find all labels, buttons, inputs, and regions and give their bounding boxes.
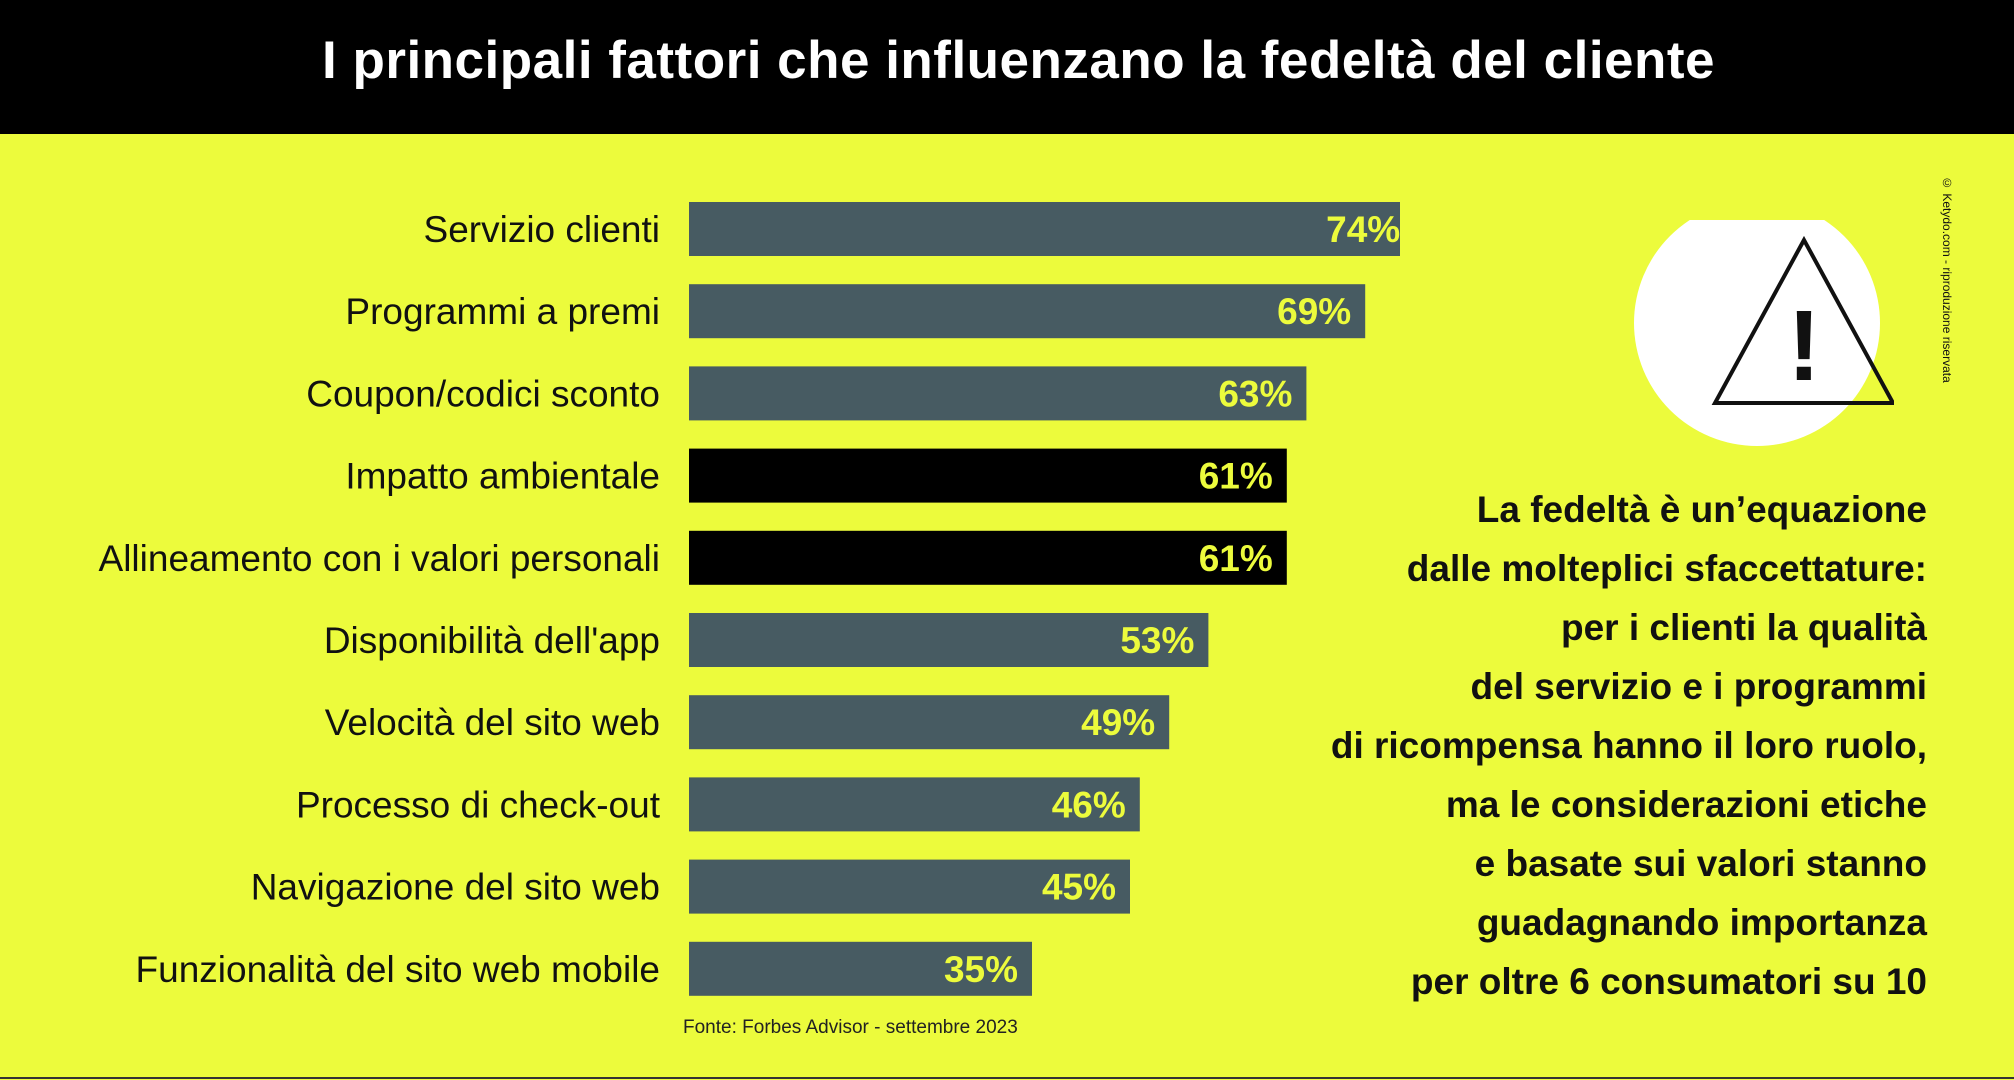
bar (689, 530, 1287, 585)
category-label: Impatto ambientale (345, 456, 660, 497)
bar-value-label: 45% (1042, 867, 1116, 908)
category-label: Allineamento con i valori personali (99, 538, 660, 579)
warning-exclamation: ! (1787, 290, 1820, 402)
bar-value-label: 61% (1199, 538, 1273, 579)
category-label: Programmi a premi (345, 291, 660, 332)
note-line: del servizio e i programmi (1470, 666, 1927, 707)
bar-value-label: 53% (1120, 620, 1194, 661)
category-label: Navigazione del sito web (251, 867, 660, 908)
page-title: I principali fattori che influenzano la … (322, 31, 1716, 90)
warning-circle-background (1634, 220, 1880, 446)
bar-value-label: 35% (944, 949, 1018, 990)
category-label: Processo di check-out (296, 784, 661, 825)
note-line: La fedeltà è un’equazione (1476, 489, 1927, 530)
bar (689, 202, 1400, 256)
warning-triangle (1711, 235, 1894, 405)
copyright-note: © Ketydo.com - riproduzione riservata (1940, 176, 1954, 383)
warning-triangle-icon: ! (1634, 220, 1894, 446)
insight-note: La fedeltà è un’equazione dalle molteplic… (1287, 480, 1927, 1011)
note-line: ma le considerazioni etiche (1445, 784, 1927, 825)
note-line: per oltre 6 consumatori su 10 (1410, 961, 1927, 1002)
bottom-divider (0, 1077, 2014, 1079)
note-line: e basate sui valori stanno (1474, 843, 1927, 884)
category-label: Servizio clienti (424, 209, 660, 250)
bar-chart: Servizio clienti 74% Programmi a premi 69% C… (99, 202, 1400, 996)
bar-value-label: 46% (1052, 784, 1126, 825)
category-label: Funzionalità del sito web mobile (136, 949, 660, 990)
category-label: Velocità del sito web (325, 702, 660, 743)
bar (689, 941, 1032, 996)
bar-value-label: 69% (1277, 291, 1351, 332)
note-line: di ricompensa hanno il loro ruolo, (1330, 725, 1927, 766)
bar-value-label: 74% (1326, 209, 1400, 250)
bar (689, 448, 1287, 503)
bar (689, 859, 1130, 914)
category-label: Coupon/codici sconto (306, 373, 660, 414)
note-line: dalle molteplici sfaccettature: (1406, 548, 1927, 589)
bar (689, 366, 1307, 421)
category-label: Disponibilità dell'app (324, 620, 660, 661)
bar-value-label: 49% (1081, 702, 1155, 743)
header-bar: I principali fattori che influenzano la … (0, 0, 2014, 134)
bar (689, 284, 1366, 339)
bar (689, 777, 1140, 832)
bar-value-label: 61% (1199, 456, 1273, 497)
bar (689, 695, 1170, 750)
bar-value-label: 63% (1218, 373, 1292, 414)
note-line: per i clienti la qualità (1561, 607, 1927, 648)
bar (689, 613, 1209, 667)
source-note: Fonte: Forbes Advisor - settembre 2023 (683, 1017, 1018, 1038)
note-line: guadagnando importanza (1476, 902, 1927, 943)
